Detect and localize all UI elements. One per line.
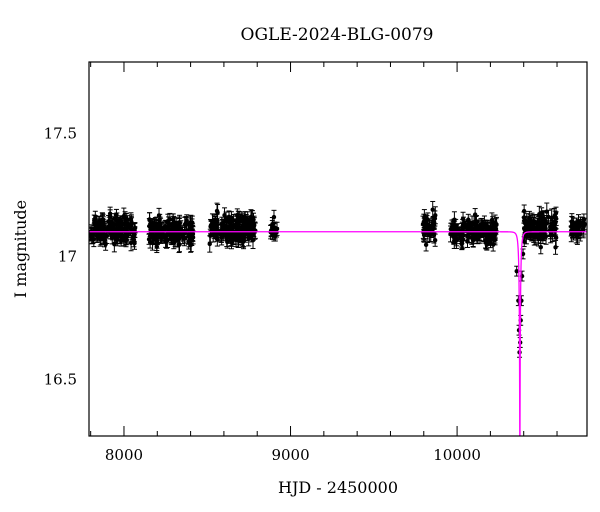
data-point (99, 212, 105, 228)
data-point (239, 211, 245, 227)
data-point (484, 221, 490, 234)
data-point (577, 226, 583, 242)
data-point (189, 215, 195, 230)
data-point (207, 235, 213, 253)
x-tick-label: 8000 (105, 446, 143, 464)
x-tick-label: 10000 (433, 446, 481, 464)
data-point (110, 220, 116, 237)
data-point (249, 221, 255, 236)
data-point (107, 206, 113, 221)
data-point (459, 238, 465, 250)
data-point (219, 218, 225, 234)
data-point (479, 217, 485, 230)
plot-frame (88, 61, 588, 437)
data-point (123, 233, 129, 248)
y-tick-label: 17 (58, 247, 77, 265)
data-point (114, 230, 120, 244)
data-point (538, 240, 544, 255)
data-point (539, 210, 545, 227)
chart-title: OGLE-2024-BLG-0079 (241, 25, 434, 45)
data-point (241, 229, 247, 248)
data-point (271, 209, 277, 225)
data-point (176, 236, 182, 254)
data-point (183, 216, 189, 231)
data-point (582, 217, 587, 231)
data-point (553, 239, 559, 255)
data-point (150, 235, 156, 251)
data-point (553, 211, 559, 226)
data-point (177, 216, 183, 231)
data-point (146, 218, 152, 235)
model-curve (89, 231, 587, 436)
data-point (521, 204, 527, 218)
data-point (152, 219, 158, 234)
y-axis-label: I magnitude (11, 200, 30, 298)
data-point (219, 229, 225, 246)
data-point (171, 237, 177, 250)
data-point (104, 228, 110, 244)
data-point (245, 220, 251, 239)
data-point (102, 227, 108, 243)
data-point (536, 205, 542, 223)
axes: 8000 9000 10000 16.5 17 17.5 (44, 61, 588, 464)
plot-area (89, 200, 587, 436)
data-point (154, 234, 160, 249)
data-point (544, 202, 550, 221)
data-point (514, 265, 520, 277)
data-point (430, 200, 436, 219)
data-point (531, 216, 537, 231)
y-tick-label: 16.5 (44, 370, 77, 388)
x-tick-label: 9000 (271, 446, 309, 464)
data-point (490, 237, 496, 252)
data-point (122, 218, 128, 231)
data-point (95, 227, 101, 242)
data-point (473, 219, 479, 236)
x-axis-label: HJD - 2450000 (278, 478, 398, 497)
data-point (169, 218, 175, 230)
data-point (522, 216, 528, 230)
data-point (552, 221, 558, 238)
data-point (182, 232, 188, 244)
y-tick-label: 17.5 (44, 124, 77, 142)
data-point (163, 234, 169, 248)
